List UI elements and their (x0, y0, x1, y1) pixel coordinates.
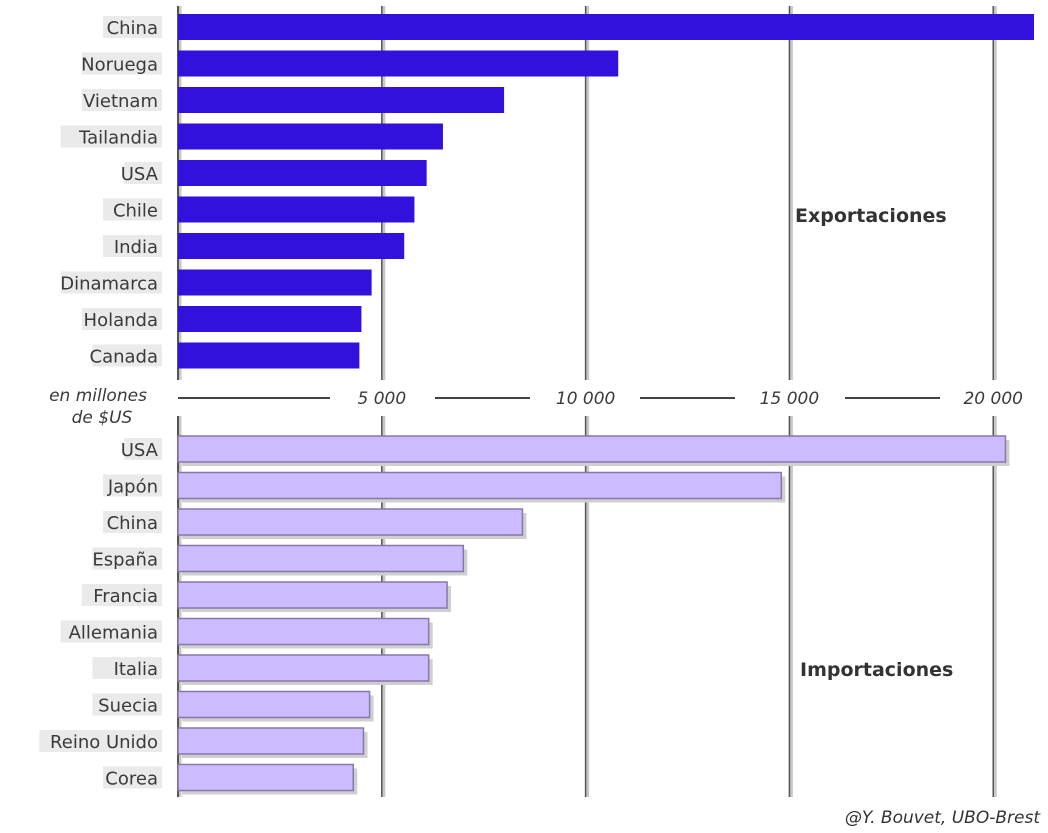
import-bar-reino-unido (177, 727, 365, 755)
export-section-label: Exportaciones (795, 205, 947, 227)
import-category-label: Suecia (98, 696, 158, 717)
category-label-shadow (103, 16, 162, 38)
category-labels: China Noruega Vietnam Tailandia USA Chile Indi… (39, 16, 162, 790)
export-bar-dinamarca (178, 269, 372, 296)
axis-unit-label-line2: de $US (72, 408, 133, 428)
export-bar-tailandia (178, 123, 443, 150)
export-bar-vietnam (178, 87, 505, 113)
export-category-label: USA (121, 164, 159, 185)
export-category-label: Holanda (84, 310, 158, 331)
bars (177, 14, 1034, 795)
export-bar-chile (178, 196, 415, 223)
import-category-label: China (107, 513, 158, 534)
export-category-label: India (114, 237, 158, 258)
export-bar-usa (178, 160, 427, 186)
category-label-shadow (103, 198, 162, 221)
export-category-label: Noruega (81, 55, 158, 76)
export-category-label: China (107, 18, 158, 39)
category-label-shadow (92, 657, 162, 679)
import-category-label: España (92, 550, 158, 571)
import-bar-españa (177, 544, 465, 573)
export-bar-china (178, 14, 1034, 40)
x-tick-label: 10 000 (556, 389, 615, 409)
category-label-shadow (103, 474, 162, 497)
category-label-shadow (81, 308, 162, 330)
export-category-label: Chile (113, 201, 158, 222)
import-category-label: Corea (105, 769, 158, 790)
import-section-label: Importaciones (800, 659, 953, 681)
import-bar-suecia (177, 690, 371, 719)
category-label-shadow (60, 620, 162, 643)
x-tick-label: 20 000 (963, 389, 1022, 409)
category-label-shadow (103, 235, 162, 257)
import-category-label: Reino Unido (50, 732, 158, 753)
export-category-label: Vietnam (83, 91, 158, 112)
import-category-label: Francia (93, 586, 158, 607)
export-bar-india (178, 233, 405, 259)
import-category-label: USA (121, 440, 159, 461)
import-category-label: Italia (114, 659, 158, 680)
category-label-shadow (39, 730, 162, 752)
category-label-shadow (103, 766, 162, 789)
export-bar-canada (178, 342, 360, 369)
import-bar-china (177, 508, 524, 536)
x-tick-label: 15 000 (760, 389, 819, 409)
export-bar-holanda (178, 306, 362, 332)
import-bar-corea (177, 763, 355, 792)
category-label-shadow (81, 52, 162, 75)
category-label-shadow (92, 344, 162, 367)
import-bar-japón (177, 471, 783, 500)
export-category-label: Dinamarca (60, 274, 158, 295)
category-label-shadow (81, 89, 162, 111)
export-category-label: Canada (90, 347, 159, 368)
axis-unit-label-line1: en millones (49, 386, 147, 406)
credit-text: @Y. Bouvet, UBO-Brest (845, 808, 1041, 828)
export-bar-noruega (178, 50, 619, 77)
category-label-shadow (92, 693, 162, 716)
import-category-label: Allemania (69, 623, 158, 644)
import-bar-francia (177, 581, 448, 609)
category-label-shadow (92, 547, 162, 570)
category-label-shadow (60, 125, 162, 148)
category-label-shadow (124, 438, 162, 460)
category-label-shadow (60, 271, 162, 294)
category-label-shadow (124, 162, 162, 184)
import-bar-allemania (177, 617, 430, 646)
export-category-label: Tailandia (78, 128, 158, 149)
value-axis: 5 000 10 000 15 000 20 000 (172, 380, 1034, 416)
import-bar-italia (177, 654, 430, 682)
category-label-shadow (81, 584, 162, 606)
x-tick-label: 5 000 (357, 389, 406, 409)
import-bar-usa (177, 435, 1007, 463)
category-label-shadow (103, 511, 162, 533)
import-category-label: Japón (107, 477, 158, 498)
